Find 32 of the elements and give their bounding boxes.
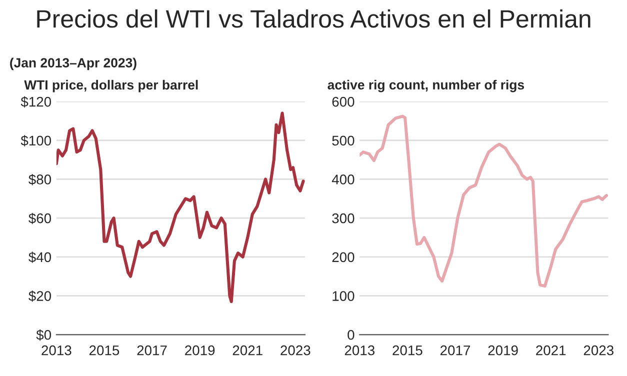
y-tick-label: 200 <box>332 252 354 262</box>
x-tick-label: 2013 <box>42 345 72 356</box>
x-tick-label: 2013 <box>344 345 374 356</box>
x-tick-label: 2023 <box>584 345 614 356</box>
x-tick-label: 2019 <box>185 345 215 356</box>
y-axis-title: active rig count, number of rigs <box>328 80 524 92</box>
x-tick-label: 2021 <box>232 345 262 356</box>
y-axis-title: WTI price, dollars per barrel <box>24 80 198 92</box>
y-tick-label: $80 <box>28 174 52 186</box>
line-series <box>360 114 608 288</box>
y-tick-label: 300 <box>332 213 354 224</box>
x-tick-label: 2015 <box>392 345 422 356</box>
x-tick-label: 2023 <box>280 345 310 356</box>
x-tick-label: 2017 <box>440 345 470 356</box>
x-tick-label: 2021 <box>536 345 566 356</box>
chart-subtitle: (Jan 2013–Apr 2023) <box>10 58 136 70</box>
y-tick-label: $40 <box>28 252 52 263</box>
y-tick-label: 100 <box>332 291 354 301</box>
y-tick-label: $100 <box>20 135 52 146</box>
y-tick-label: $0 <box>36 329 52 341</box>
chart-title: Precios del WTI vs Taladros Activos en el Permian <box>37 9 590 28</box>
y-tick-label: 600 <box>332 96 354 107</box>
line-series <box>56 112 305 304</box>
y-tick-label: 400 <box>332 174 354 184</box>
y-tick-label: $60 <box>28 212 52 224</box>
y-tick-label: $20 <box>28 290 52 302</box>
y-tick-label: 500 <box>332 136 354 146</box>
y-tick-label: 0 <box>348 330 354 340</box>
x-tick-label: 2019 <box>488 345 518 356</box>
y-tick-label: $120 <box>20 96 52 108</box>
x-tick-label: 2015 <box>89 345 120 356</box>
x-tick-label: 2017 <box>137 345 167 356</box>
